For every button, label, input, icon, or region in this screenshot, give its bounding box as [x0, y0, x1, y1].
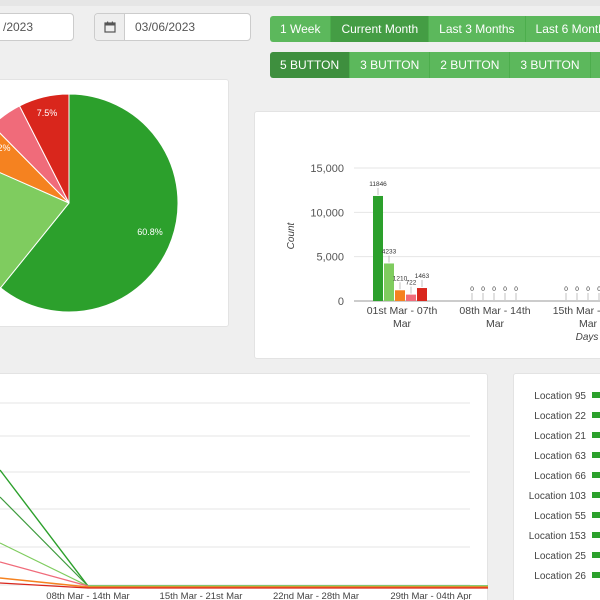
location-label: Location 55 — [534, 511, 586, 522]
range-last-6-months-button[interactable]: Last 6 Months — [525, 16, 600, 42]
location-label: Location 22 — [534, 411, 586, 422]
line-series-orange — [0, 577, 488, 588]
bar-y-tick: 5,000 — [316, 252, 344, 264]
location-label: Location 63 — [534, 451, 586, 462]
pie-slice[interactable] — [0, 93, 179, 313]
bar-mark[interactable] — [406, 294, 416, 301]
line-chart: 08th Mar - 14th Mar 15th Mar - 21st Mar 22… — [0, 402, 488, 600]
range-last-3-months-button[interactable]: Last 3 Months — [429, 16, 526, 42]
bar-data-label: 1463 — [415, 273, 430, 280]
bar-mark[interactable] — [373, 195, 383, 301]
line-x-tick: 08th Mar - 14th Mar — [46, 591, 129, 600]
bar-data-label: 0 — [514, 286, 518, 293]
bar-data-label: 1210 — [393, 275, 408, 282]
line-x-tick: 29th Mar - 04th Apr — [390, 591, 471, 600]
bar-data-label: 0 — [503, 286, 507, 293]
line-series-red — [0, 582, 488, 589]
line-chart-card — [0, 373, 488, 600]
location-label: Location 103 — [529, 491, 587, 502]
location-bar[interactable] — [592, 472, 600, 478]
location-chart: Location 95 Location 22 Location 21 Locatio… — [529, 391, 600, 582]
bar-data-label: 0 — [481, 286, 485, 293]
location-bar[interactable] — [592, 452, 600, 458]
bar-chart: 15,000 10,000 5,000 0 Count 11846 4233 121072… — [286, 163, 600, 343]
bar-y-tick: 15,000 — [310, 163, 344, 175]
end-date-value: 03/06/2023 — [135, 20, 196, 34]
bar-chart-card — [254, 111, 600, 359]
location-label: Location 21 — [534, 431, 586, 442]
pie-label-green: 60.8% — [137, 227, 163, 237]
bar-mark[interactable] — [395, 290, 405, 301]
count-button-group: 5 BUTTON 3 BUTTON 2 BUTTON 3 BUTTON 3 B — [270, 52, 600, 78]
location-bar[interactable] — [592, 492, 600, 498]
location-bar[interactable] — [592, 532, 600, 538]
location-label: Location 95 — [534, 391, 586, 402]
bar-data-label: 11846 — [369, 181, 387, 188]
range-1-week-button[interactable]: 1 Week — [270, 16, 332, 42]
location-bar[interactable] — [592, 412, 600, 418]
bar-mark[interactable] — [384, 263, 394, 301]
bar-x-tick: 08th Mar - 14th Mar — [459, 305, 530, 330]
start-date-value: /2023 — [3, 20, 34, 34]
bar-data-label: 722 — [406, 280, 417, 287]
bar-data-label: 0 — [470, 286, 474, 293]
pie-label-orange: 2% — [0, 143, 11, 153]
bar-data-label: 0 — [575, 286, 579, 293]
line-x-tick: 22nd Mar - 28th Mar — [273, 591, 359, 600]
bar-x-tick: 01st Mar - 07th Mar — [367, 305, 438, 330]
bar-y-tick: 0 — [338, 296, 344, 308]
range-current-month-button[interactable]: Current Month — [331, 16, 430, 42]
bar-x-axis-title: Days — [576, 332, 599, 343]
bar-data-label: 4233 — [382, 248, 397, 255]
pie-slice[interactable] — [0, 159, 70, 289]
line-series-green-2 — [0, 496, 89, 587]
location-bar[interactable] — [592, 552, 600, 558]
bar-data-label: 0 — [597, 286, 600, 293]
pie-chart: 60.8% 7.5% 2% — [0, 93, 179, 313]
bar-data-label: 0 — [564, 286, 568, 293]
location-bar[interactable] — [592, 392, 600, 398]
pie-slice[interactable] — [18, 93, 70, 204]
location-label: Location 25 — [534, 551, 586, 562]
line-x-tick: 15th Mar - 21st Mar — [160, 591, 243, 600]
end-date-field[interactable]: 03/06/2023 — [94, 13, 251, 41]
count-button-3[interactable]: 2 BUTTON — [430, 52, 511, 78]
count-button-4[interactable]: 3 BUTTON — [510, 52, 591, 78]
line-series-pink — [0, 561, 89, 587]
line-series-lightgreen — [0, 542, 488, 587]
line-series-green — [0, 469, 488, 587]
location-bar[interactable] — [592, 572, 600, 578]
pie-label-red: 7.5% — [37, 108, 58, 118]
location-label: Location 153 — [529, 531, 587, 542]
bar-y-tick: 10,000 — [310, 207, 344, 219]
count-button-2[interactable]: 3 BUTTON — [350, 52, 431, 78]
location-bar[interactable] — [592, 512, 600, 518]
location-chart-card — [513, 373, 600, 600]
top-bar — [0, 0, 600, 6]
location-label: Location 26 — [534, 571, 586, 582]
count-button-1[interactable]: 5 BUTTON — [270, 52, 351, 78]
location-label: Location 66 — [534, 471, 586, 482]
bar-data-label: 0 — [492, 286, 496, 293]
bar-y-axis-title: Count — [286, 221, 297, 249]
calendar-icon[interactable] — [95, 14, 125, 40]
start-date-field[interactable]: /2023 — [0, 13, 74, 41]
bar-data-label: 0 — [586, 286, 590, 293]
location-bar[interactable] — [592, 432, 600, 438]
bar-mark[interactable] — [417, 288, 427, 301]
range-button-group: 1 Week Current Month Last 3 Months Last … — [270, 16, 600, 42]
count-button-5[interactable]: 3 B — [590, 52, 600, 78]
